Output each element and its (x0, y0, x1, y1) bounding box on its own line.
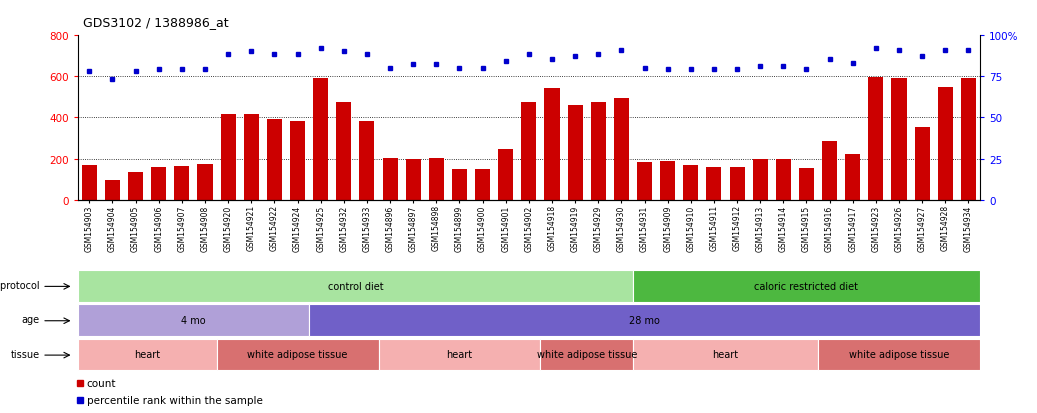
Bar (78, 304, 309, 336)
Bar (197, 165, 213, 201)
Bar (78, 270, 633, 302)
Bar (961, 79, 976, 201)
Text: caloric restricted diet: caloric restricted diet (755, 281, 859, 291)
Text: white adipose tissue: white adipose tissue (248, 349, 347, 360)
Bar (753, 159, 767, 201)
Bar (822, 142, 837, 201)
Bar (475, 170, 491, 201)
Bar (313, 79, 328, 201)
Bar (522, 102, 536, 201)
Bar (405, 159, 421, 201)
Bar (818, 339, 980, 370)
Bar (892, 79, 906, 201)
Bar (82, 166, 96, 201)
Bar (78, 339, 217, 370)
Bar (776, 159, 791, 201)
Text: white adipose tissue: white adipose tissue (849, 349, 949, 360)
Text: 28 mo: 28 mo (629, 315, 660, 325)
Bar (730, 167, 745, 201)
Bar (498, 150, 513, 201)
Text: heart: heart (446, 349, 473, 360)
Bar (706, 167, 722, 201)
Bar (633, 270, 980, 302)
Bar (336, 102, 352, 201)
Bar (614, 98, 628, 201)
Bar (360, 121, 374, 201)
Text: 4 mo: 4 mo (181, 315, 205, 325)
Bar (129, 173, 143, 201)
Bar (221, 115, 235, 201)
Bar (683, 166, 698, 201)
Bar (383, 158, 397, 201)
Text: GDS3102 / 1388986_at: GDS3102 / 1388986_at (83, 17, 228, 29)
Bar (429, 158, 444, 201)
Bar (151, 168, 166, 201)
Bar (174, 166, 190, 201)
Bar (591, 102, 606, 201)
Bar (309, 304, 980, 336)
Bar (267, 120, 282, 201)
Text: percentile rank within the sample: percentile rank within the sample (87, 395, 262, 405)
Bar (868, 78, 884, 201)
Text: age: age (22, 315, 39, 325)
Bar (633, 339, 818, 370)
Bar (845, 154, 861, 201)
Text: control diet: control diet (328, 281, 384, 291)
Bar (452, 170, 467, 201)
Bar (915, 127, 929, 201)
Bar (379, 339, 540, 370)
Bar (290, 121, 305, 201)
Text: heart: heart (134, 349, 161, 360)
Text: white adipose tissue: white adipose tissue (536, 349, 637, 360)
Bar (661, 161, 675, 201)
Bar (544, 89, 560, 201)
Bar (937, 88, 953, 201)
Bar (217, 339, 379, 370)
Text: growth protocol: growth protocol (0, 280, 39, 290)
Text: tissue: tissue (10, 349, 39, 359)
Bar (637, 163, 652, 201)
Bar (540, 339, 633, 370)
Text: heart: heart (712, 349, 738, 360)
Text: count: count (87, 378, 116, 388)
Bar (567, 106, 583, 201)
Bar (244, 115, 259, 201)
Bar (105, 180, 120, 201)
Bar (798, 169, 814, 201)
